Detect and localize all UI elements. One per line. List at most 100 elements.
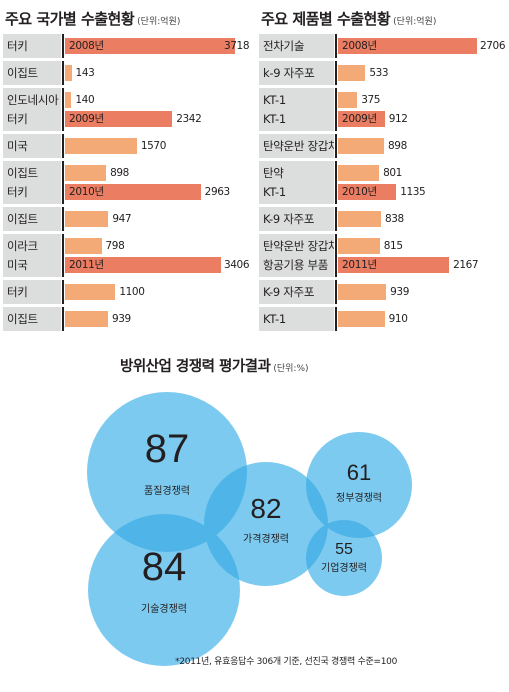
country-chart-title: 주요 국가별 수출현황 (단위:억원) — [5, 8, 180, 29]
bar-value-label: 2706 — [480, 40, 506, 52]
footnote: *2011년, 유효응답수 306개 기준, 선진국 경쟁력 수준=100 — [175, 657, 397, 667]
bubble-label: 기업경쟁력 — [321, 561, 367, 574]
bubble-label: 정부경쟁력 — [336, 491, 382, 504]
bar-row: 터키 1100 — [3, 280, 250, 304]
bar-row: 터키 2010년 2963 — [3, 180, 250, 204]
bar-category-label: 터키 — [3, 34, 61, 58]
bubble-label: 기술경쟁력 — [141, 602, 187, 615]
bar-value-label: 143 — [75, 67, 95, 79]
bar-value-label: 2167 — [453, 259, 479, 271]
product-chart-title-text: 주요 제품별 수출현황 — [261, 10, 391, 28]
axis-line — [335, 307, 337, 331]
axis-line — [62, 61, 64, 85]
country-chart-unit: (단위:억원) — [137, 17, 181, 27]
bar-value-label: 2963 — [204, 186, 231, 198]
bar-row: 이집트 143 — [3, 61, 250, 85]
bar-row: KT-1 2010년 1135 — [259, 180, 506, 204]
bar — [65, 184, 201, 200]
bar-category-label: 터키 — [3, 180, 61, 204]
bar — [65, 111, 173, 127]
bar-value-label: 898 — [388, 140, 407, 152]
bar — [338, 92, 358, 108]
bar-value-label: 1135 — [400, 186, 426, 198]
axis-line — [62, 253, 64, 277]
axis-line — [335, 253, 337, 277]
axis-line — [62, 207, 64, 231]
bar-group: 터키 2010년 2963 이집트 947 이라크 798 — [3, 180, 250, 261]
bar-category-label: k-9 자주포 — [259, 61, 334, 85]
bubble-overlap — [204, 462, 247, 552]
bar — [65, 92, 72, 108]
axis-line — [335, 88, 337, 112]
competitiveness-bubble-chart: 87 품질경쟁력 84 기술경쟁력 82 가격경쟁력 61 정부경쟁력 55 기업경쟁력 방위산업… — [0, 328, 509, 692]
bar-row: 전차기술 2008년 2706 — [259, 34, 506, 58]
bar — [65, 165, 107, 181]
axis-line — [62, 107, 64, 131]
bar-row: 이집트 939 — [3, 307, 250, 331]
axis-line — [335, 280, 337, 304]
bubble-chart-title: 방위산업 경쟁력 평가결과 (단위:%) — [120, 355, 309, 376]
bar-group: 터키 2008년 3718 이집트 143 인도네시아 140 — [3, 34, 250, 115]
bar — [338, 311, 385, 327]
bar-category-label: 이집트 — [3, 207, 61, 231]
axis-line — [62, 88, 64, 112]
year-label: 2011년 — [342, 259, 377, 271]
bubble-value: 87 — [145, 427, 190, 471]
country-chart-title-text: 주요 국가별 수출현황 — [5, 10, 135, 28]
bar-value-label: 798 — [105, 240, 125, 252]
bar-value-label: 912 — [388, 113, 408, 125]
bar-row: KT-1 2009년 912 — [259, 107, 506, 131]
bar-category-label: 항공기용 부품 — [259, 253, 334, 277]
bar-value-label: 838 — [384, 213, 404, 225]
country-export-chart: 주요 국가별 수출현황 (단위:억원) 터키 2008년 3718 이집트 143 인도네시… — [3, 0, 250, 331]
bar — [338, 211, 381, 227]
year-label: 2008년 — [69, 40, 104, 52]
bar-row: K-9 자주포 838 — [259, 207, 506, 231]
bar-value-label: 939 — [111, 313, 131, 325]
bar-value-label: 3718 — [224, 40, 250, 52]
bar — [338, 284, 387, 300]
bar-category-label: KT-1 — [259, 180, 334, 204]
bar-category-label: K-9 자주포 — [259, 280, 334, 304]
bubble-label: 가격경쟁력 — [243, 532, 289, 545]
year-label: 2011년 — [69, 259, 104, 271]
bar — [65, 138, 137, 154]
bubble-value: 61 — [347, 460, 371, 485]
product-chart-title: 주요 제품별 수출현황 (단위:억원) — [261, 8, 436, 29]
bar-row: KT-1 910 — [259, 307, 506, 331]
bar-group: KT-1 2009년 912 탄약운반 장갑차 898 탄약 801 — [259, 107, 506, 188]
bar-group: 터키 2009년 2342 미국 1570 이집트 898 — [3, 107, 250, 188]
bar — [338, 138, 385, 154]
axis-line — [335, 107, 337, 131]
bar-value-label: 815 — [383, 240, 403, 252]
bar-group: KT-1 2010년 1135 K-9 자주포 838 탄약운반 장갑차 815 — [259, 180, 506, 261]
bar-category-label: KT-1 — [259, 307, 334, 331]
bar-category-label: 미국 — [3, 253, 61, 277]
axis-line — [62, 161, 64, 185]
year-label: 2009년 — [69, 113, 104, 125]
bar-value-label: 375 — [361, 94, 381, 106]
bar-row: 탄약운반 장갑차 898 — [259, 134, 506, 158]
year-label: 2009년 — [342, 113, 377, 125]
bar-row: 이집트 947 — [3, 207, 250, 231]
bubble-label: 품질경쟁력 — [144, 484, 190, 497]
bar-group: 미국 2011년 3406 터키 1100 이집트 939 — [3, 253, 250, 334]
bar — [65, 284, 116, 300]
axis-line — [335, 61, 337, 85]
axis-line — [335, 161, 337, 185]
bar — [338, 257, 450, 273]
bubble-chart-canvas: 87 품질경쟁력 84 기술경쟁력 82 가격경쟁력 61 정부경쟁력 55 기업경쟁력 — [87, 392, 412, 666]
bar — [338, 238, 380, 254]
axis-line — [335, 234, 337, 258]
bar — [338, 65, 366, 81]
bar-category-label: 이집트 — [3, 307, 61, 331]
bar — [338, 184, 397, 200]
axis-line — [335, 34, 337, 58]
axis-line — [62, 234, 64, 258]
bar — [65, 311, 108, 327]
axis-line — [335, 207, 337, 231]
product-chart-unit: (단위:억원) — [393, 17, 437, 27]
axis-line — [335, 180, 337, 204]
bar-value-label: 1100 — [119, 286, 145, 298]
axis-line — [335, 134, 337, 158]
